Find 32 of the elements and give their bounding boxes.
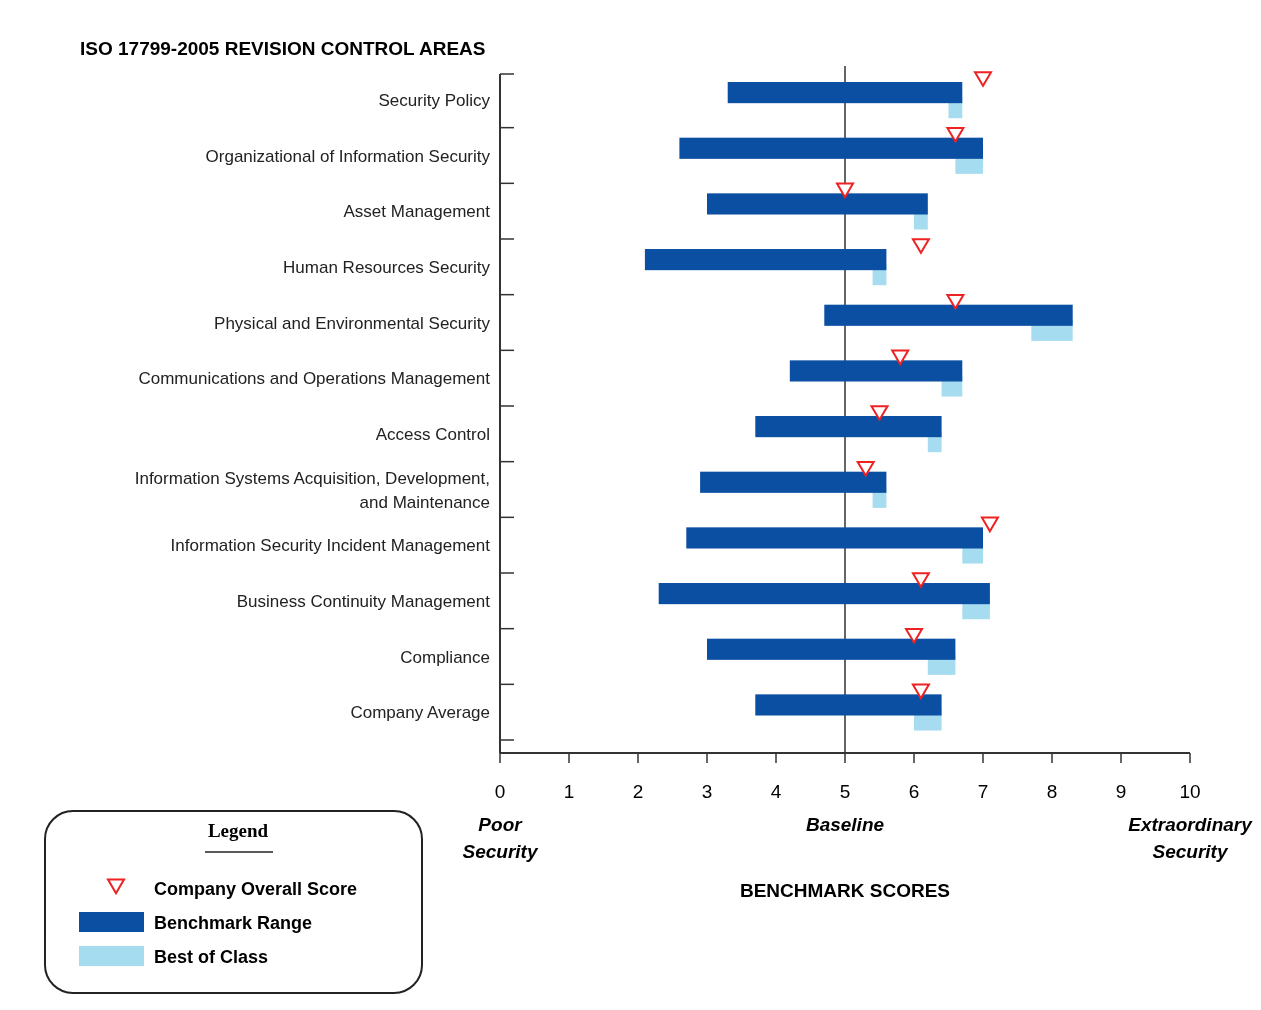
- legend-label: Best of Class: [154, 947, 269, 967]
- y-tick-label: Security Policy: [378, 90, 491, 110]
- text: ISO 17799-2005 REVISION CONTROL AREAS: [80, 38, 486, 59]
- text: Baseline: [805, 814, 885, 835]
- x-tick-label: 4: [770, 781, 782, 802]
- y-tick-label: Information Security Incident Management: [170, 536, 491, 556]
- x-tick-label: 3: [701, 781, 713, 802]
- x-tick-label: 7: [977, 781, 989, 802]
- legend-label: Benchmark Range: [154, 913, 313, 933]
- x-tick-label: 5: [839, 781, 851, 802]
- y-tick-label: Organizational of Information Security: [205, 146, 491, 166]
- y-tick-label: Access Control: [375, 424, 490, 444]
- y-tick-label: Asset Management: [343, 202, 491, 222]
- y-tick-label: Physical and Environmental Security: [214, 313, 491, 333]
- x-tick-label: 1: [563, 781, 575, 802]
- x-tick-label: 10: [1179, 781, 1201, 802]
- x-tick-label: 8: [1046, 781, 1058, 802]
- y-tick-label: Company Average: [350, 703, 490, 723]
- y-tick-label: Human Resources Security: [283, 257, 491, 277]
- x-tick-label: 6: [908, 781, 920, 802]
- x-axis-title: BENCHMARK SCORES: [739, 880, 951, 901]
- legend-title: Legend: [207, 820, 269, 841]
- y-tick-label: Business Continuity Management: [236, 591, 491, 611]
- legend-label: Company Overall Score: [154, 879, 358, 899]
- text: Extraordinary Security: [1128, 814, 1254, 862]
- y-tick-label: Information Systems Acquisition, Development, and Maintenance: [134, 468, 490, 512]
- x-tick-label: 9: [1115, 781, 1127, 802]
- text: Poor Security: [462, 814, 539, 862]
- y-tick-label: Communications and Operations Management: [138, 369, 491, 389]
- x-tick-label: 2: [632, 781, 644, 802]
- y-tick-label: Compliance: [400, 647, 490, 667]
- x-tick-label: 0: [494, 781, 506, 802]
